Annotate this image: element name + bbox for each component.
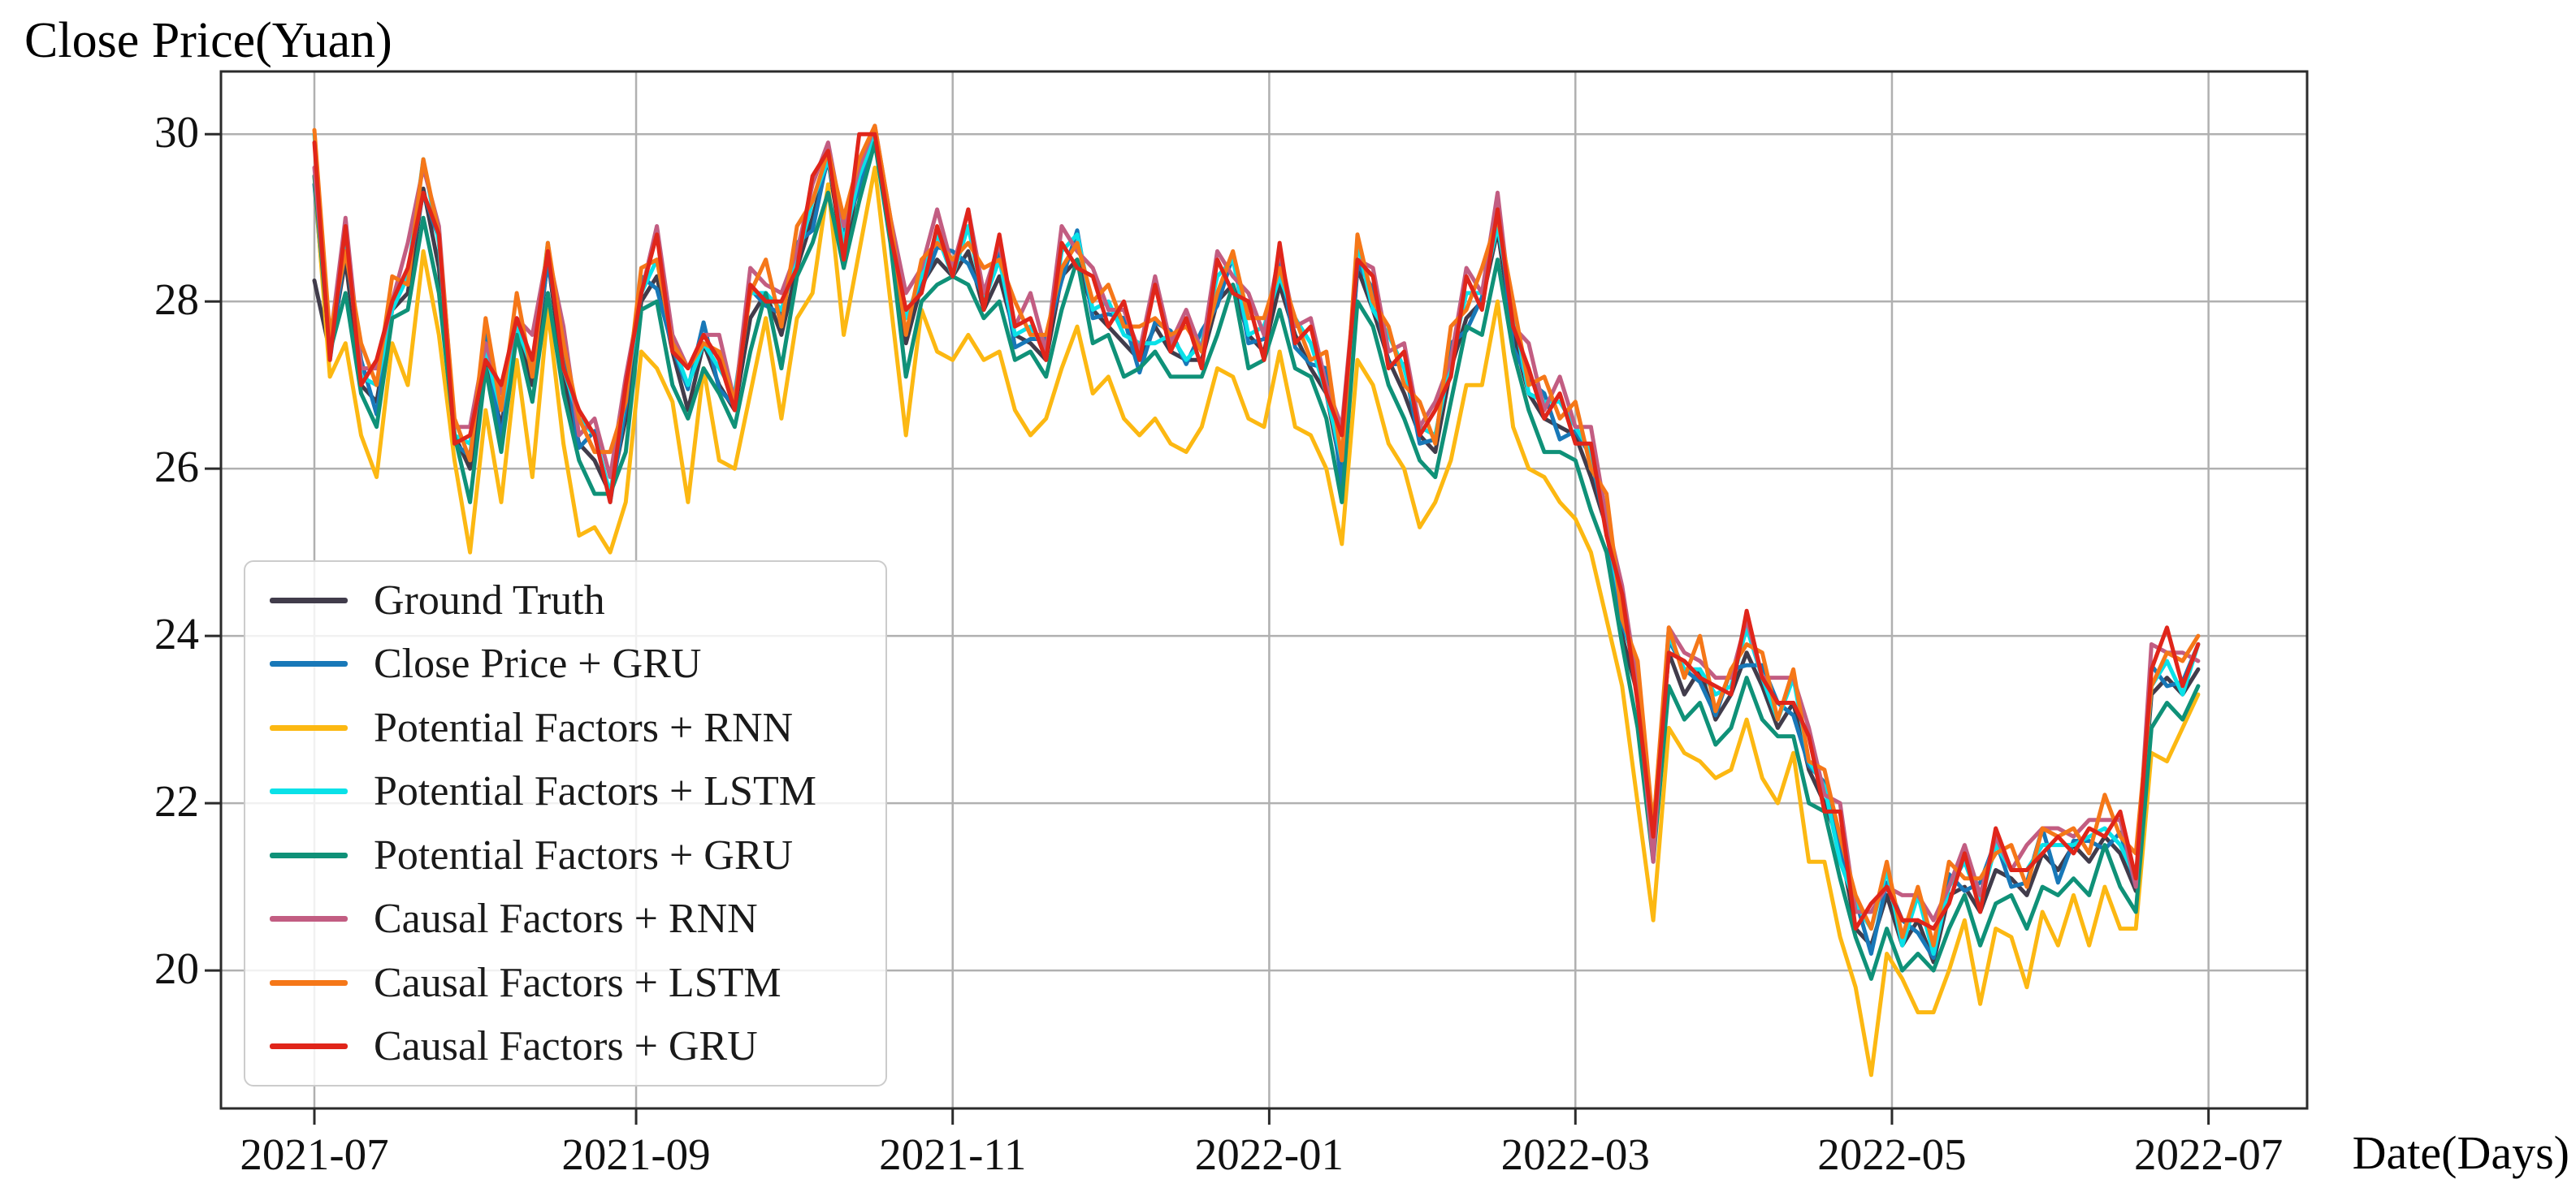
legend-swatch-causal-factors-rnn [270,916,348,922]
legend-swatch-close-price-gru [270,661,348,667]
legend-item-causal-factors-gru: Causal Factors + GRU [245,1022,885,1070]
y-tick-label: 30 [154,107,199,158]
legend-label: Potential Factors + LSTM [374,768,816,815]
legend-item-causal-factors-rnn: Causal Factors + RNN [245,895,885,943]
legend-label: Potential Factors + GRU [374,832,794,879]
legend-label: Potential Factors + RNN [374,704,794,751]
legend-swatch-causal-factors-lstm [270,979,348,986]
legend-item-causal-factors-lstm: Causal Factors + LSTM [245,959,885,1007]
legend-label: Causal Factors + RNN [374,896,758,943]
legend-item-ground-truth: Ground Truth [245,577,885,624]
legend: Ground Truth Close Price + GRU Potential F… [244,560,887,1087]
series-line-causal-factors-gru [312,132,2201,931]
series-line-potential-factors-rnn [312,165,2201,1078]
legend-item-potential-factors-rnn: Potential Factors + RNN [245,704,885,752]
legend-item-potential-factors-gru: Potential Factors + GRU [245,832,885,879]
y-tick-label: 28 [154,274,199,325]
legend-label: Close Price + GRU [374,641,702,688]
x-tick-label: 2022-07 [2133,1130,2284,1179]
legend-swatch-ground-truth [270,597,348,603]
legend-item-potential-factors-lstm: Potential Factors + LSTM [245,767,885,815]
y-tick-label: 26 [154,442,199,492]
y-tick-label: 24 [154,609,199,659]
y-axis-title: Close Price(Yuan) [24,13,392,68]
x-tick-label: 2021-07 [240,1130,389,1179]
y-tick-label: 20 [154,944,199,994]
x-tick-label: 2022-03 [1500,1130,1650,1179]
legend-swatch-causal-factors-gru [270,1043,348,1050]
x-tick-label: 2021-11 [879,1130,1027,1179]
legend-item-close-price-gru: Close Price + GRU [245,640,885,688]
series-line-potential-factors-gru [312,140,2201,981]
plot-border [219,70,2309,1110]
x-tick-label: 2022-05 [1817,1130,1967,1179]
legend-swatch-potential-factors-lstm [270,788,348,795]
y-tick-label: 22 [154,776,199,827]
legend-label: Causal Factors + GRU [374,1023,758,1070]
legend-label: Ground Truth [374,577,605,624]
x-tick-label: 2021-09 [561,1130,711,1179]
legend-swatch-potential-factors-gru [270,852,348,858]
x-tick-label: 2022-01 [1194,1130,1344,1179]
legend-label: Causal Factors + LSTM [374,959,781,1006]
x-axis-title: Date(Days) [2352,1126,2570,1179]
legend-swatch-potential-factors-rnn [270,724,348,731]
